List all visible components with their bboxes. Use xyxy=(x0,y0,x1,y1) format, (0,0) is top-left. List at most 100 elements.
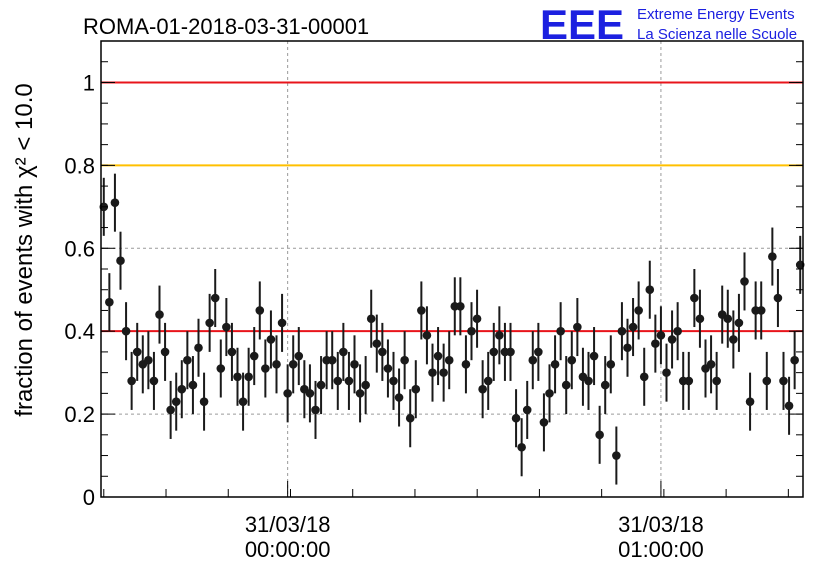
point-marker xyxy=(177,384,187,394)
data-point xyxy=(779,351,788,410)
data-point xyxy=(483,351,493,410)
eee-logo-line-2: La Scienza nelle Scuole xyxy=(637,26,797,43)
data-point xyxy=(734,293,744,352)
data-point xyxy=(405,389,415,448)
point-marker xyxy=(305,389,315,398)
data-point xyxy=(238,372,248,431)
data-point xyxy=(227,322,237,381)
point-marker xyxy=(528,355,538,365)
data-point xyxy=(472,289,482,348)
eee-logo-line-1: Extreme Energy Events xyxy=(637,6,795,23)
data-point xyxy=(394,368,404,427)
data-point xyxy=(673,302,682,361)
point-marker xyxy=(667,335,677,344)
point-marker xyxy=(110,198,120,207)
data-point xyxy=(155,285,164,344)
data-point xyxy=(400,331,409,390)
data-point xyxy=(706,335,716,394)
data-point xyxy=(316,356,326,415)
data-point xyxy=(283,364,292,423)
data-point xyxy=(467,302,476,361)
data-point xyxy=(255,281,265,340)
data-point xyxy=(667,310,677,369)
point-marker xyxy=(645,285,655,295)
data-point xyxy=(428,343,437,402)
data-point xyxy=(439,343,448,402)
data-point xyxy=(372,314,382,373)
x-tick-date: 31/03/18 xyxy=(618,512,704,537)
point-marker xyxy=(534,347,543,357)
point-marker xyxy=(790,355,799,365)
point-marker xyxy=(372,339,382,348)
data-point xyxy=(294,327,304,386)
point-marker xyxy=(277,318,287,328)
point-marker xyxy=(116,256,125,266)
point-marker xyxy=(428,368,437,377)
data-point xyxy=(105,273,114,332)
data-point xyxy=(723,289,733,348)
data-point xyxy=(606,335,616,394)
point-marker xyxy=(389,376,398,386)
point-marker xyxy=(784,401,794,411)
point-marker xyxy=(773,293,783,303)
point-marker xyxy=(762,376,772,386)
data-point xyxy=(561,356,571,415)
point-marker xyxy=(628,322,638,332)
data-point xyxy=(690,269,699,328)
data-point xyxy=(773,269,783,328)
point-marker xyxy=(740,277,749,286)
data-point xyxy=(411,360,421,419)
point-marker xyxy=(394,393,404,402)
y-axis-ticks: 0 0.2 0.4 0.6 0.8 1 xyxy=(64,40,803,510)
point-marker xyxy=(662,368,671,377)
point-marker xyxy=(433,351,443,361)
eee-logo-mark: EEE xyxy=(540,1,624,48)
data-point xyxy=(539,393,549,452)
point-marker xyxy=(556,326,565,336)
data-point xyxy=(110,173,120,232)
point-marker xyxy=(378,347,387,357)
point-marker xyxy=(634,306,643,315)
point-marker xyxy=(261,364,270,373)
point-marker xyxy=(405,413,415,423)
x-tick-date: 31/03/18 xyxy=(245,512,331,537)
eee-logo: EEE Extreme Energy Events La Scienza nel… xyxy=(540,1,797,48)
data-point xyxy=(183,331,192,390)
point-marker xyxy=(734,318,744,328)
data-point xyxy=(495,306,504,365)
point-marker xyxy=(600,380,610,390)
data-point xyxy=(506,322,515,381)
data-point xyxy=(261,339,270,398)
point-marker xyxy=(366,314,376,324)
plot-frame xyxy=(100,40,804,498)
data-point xyxy=(456,277,465,336)
data-point xyxy=(417,281,426,340)
data-point xyxy=(745,372,755,431)
reference-lines xyxy=(101,81,803,333)
data-point xyxy=(166,380,175,439)
point-marker xyxy=(244,372,253,382)
data-point xyxy=(355,364,365,423)
data-point xyxy=(339,322,348,381)
data-point xyxy=(233,347,242,406)
data-point xyxy=(144,331,153,390)
x-tick-time: 01:00:00 xyxy=(618,537,704,562)
point-marker xyxy=(383,364,393,373)
y-tick-label: 0 xyxy=(83,485,95,510)
data-point xyxy=(433,327,443,386)
data-point xyxy=(701,339,710,398)
plot-border xyxy=(100,40,804,498)
point-marker xyxy=(283,389,292,398)
y-tick-label: 0.6 xyxy=(64,236,95,261)
point-marker xyxy=(400,355,409,365)
x-tick-time: 00:00:00 xyxy=(245,537,331,562)
point-marker xyxy=(132,347,142,357)
point-marker xyxy=(188,380,198,390)
data-point xyxy=(461,335,471,394)
point-marker xyxy=(160,347,170,357)
data-point xyxy=(121,302,131,361)
data-point xyxy=(639,347,649,406)
data-point xyxy=(589,327,599,386)
data-point xyxy=(205,293,214,352)
point-marker xyxy=(422,331,432,340)
